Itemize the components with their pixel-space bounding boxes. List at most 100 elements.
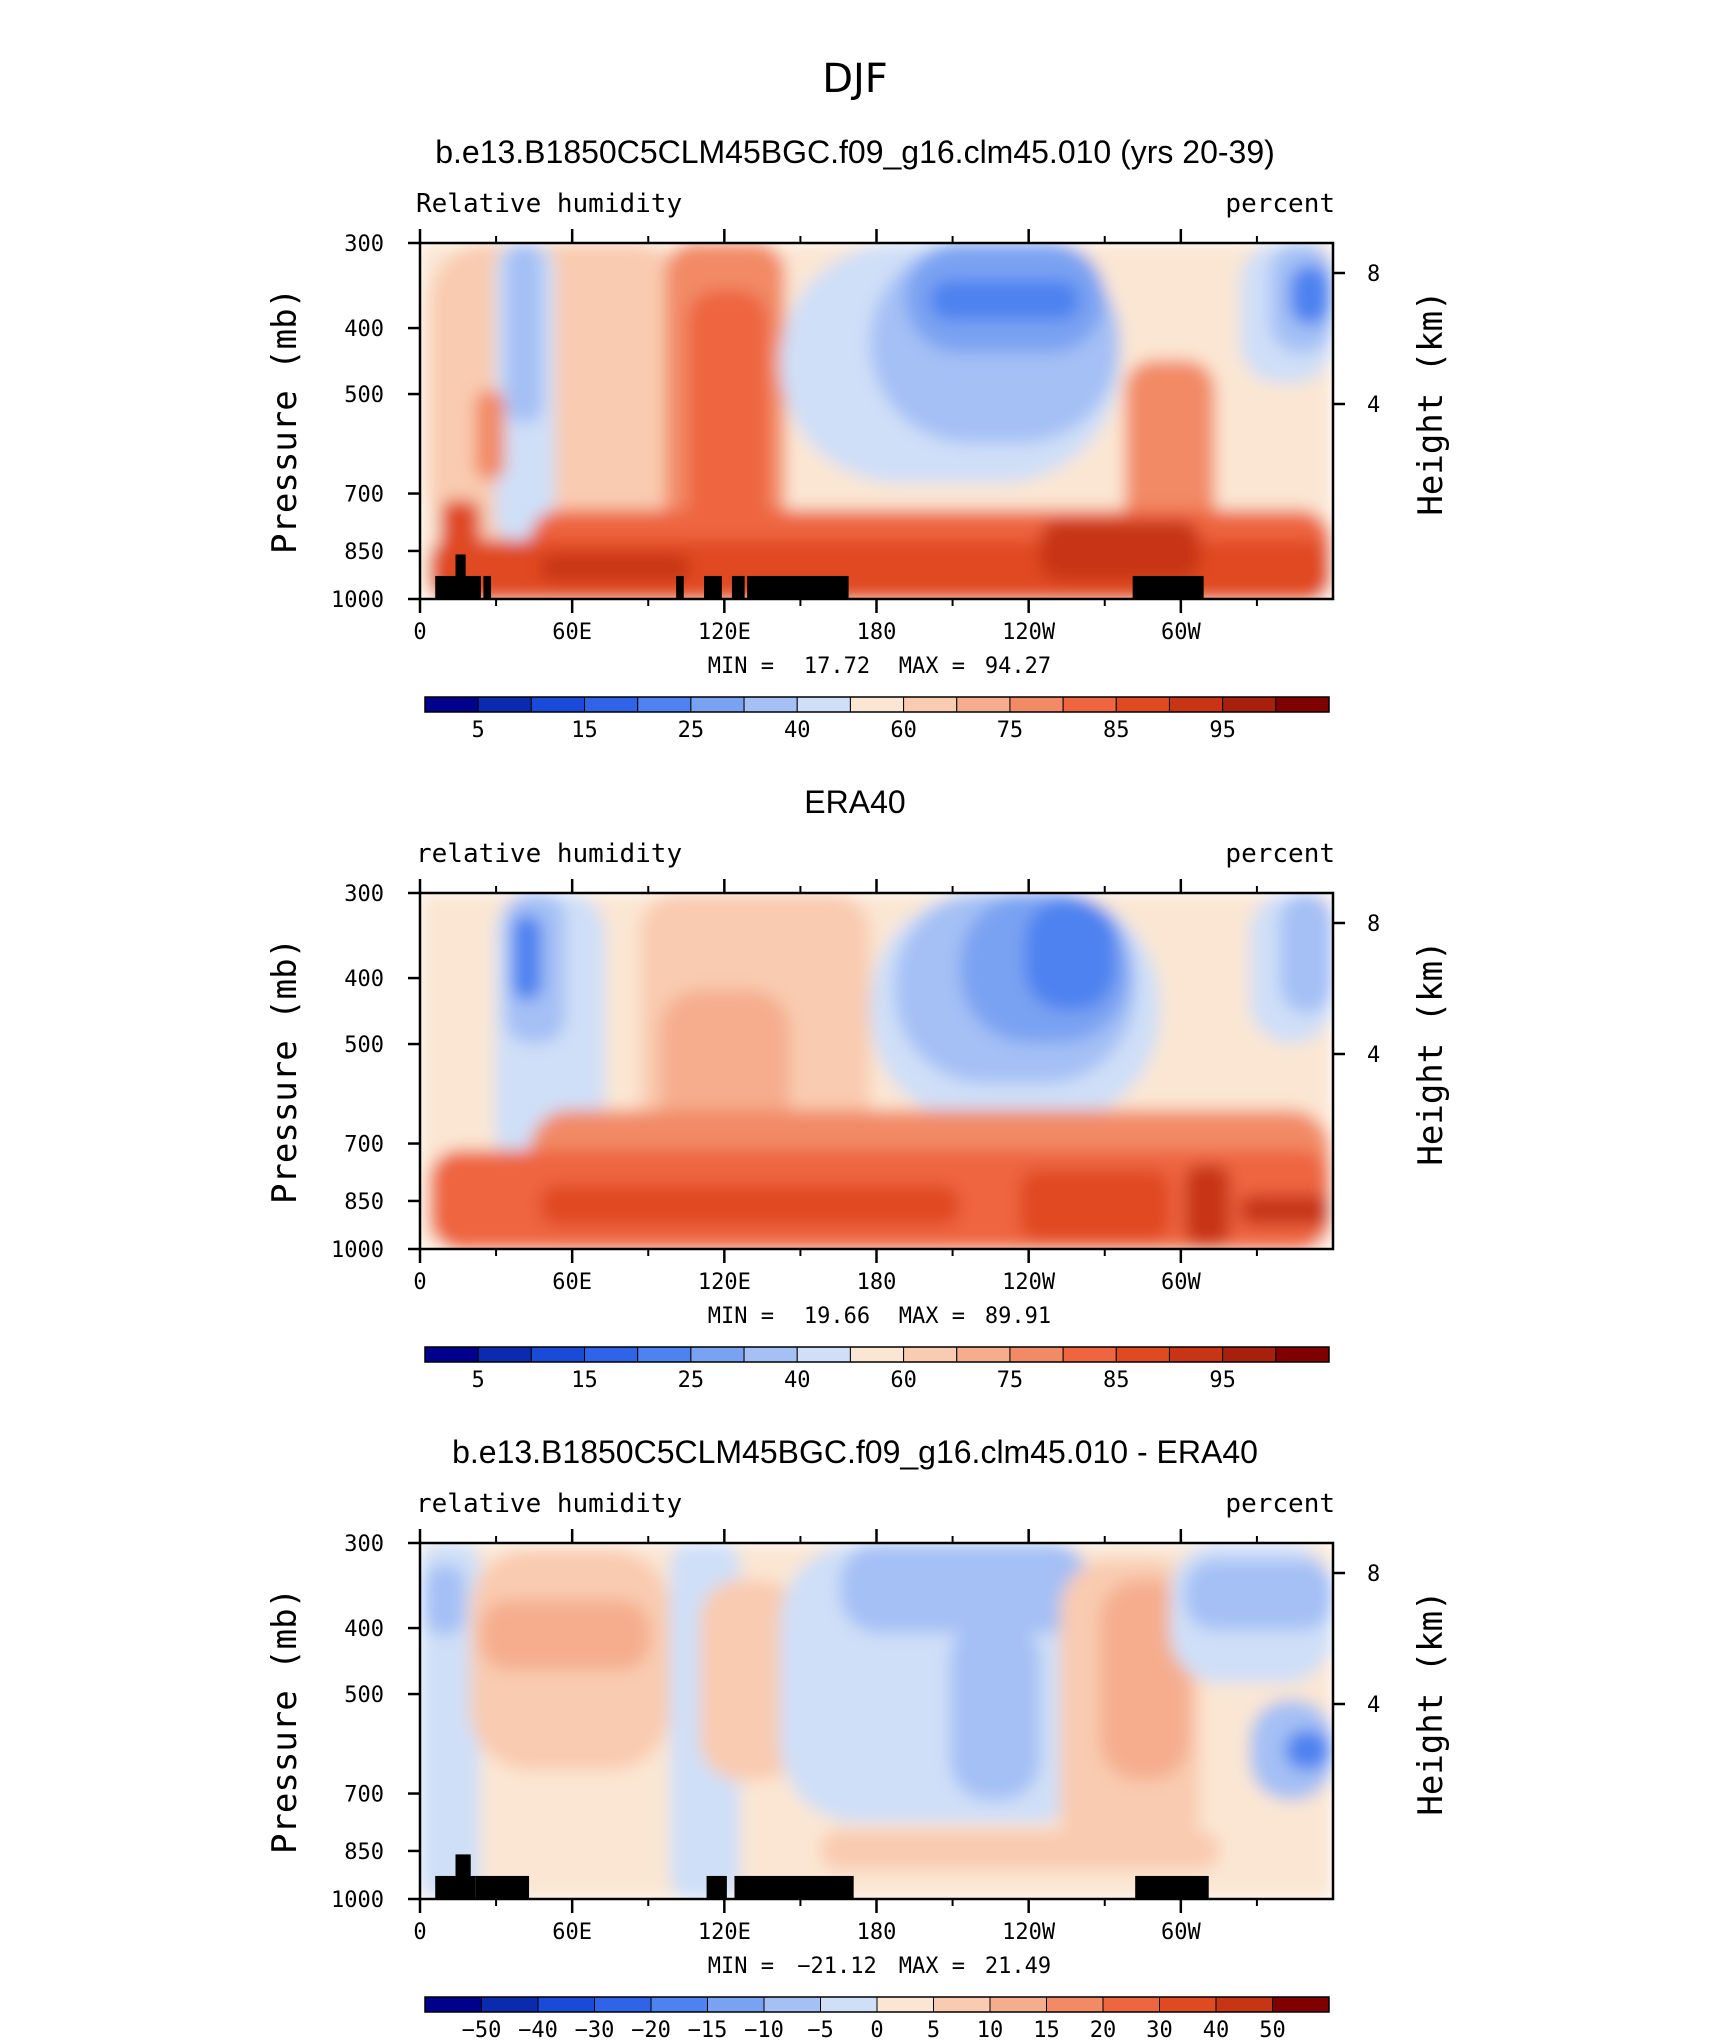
y-tick-label: 500 <box>344 383 384 408</box>
colorbar-label: −40 <box>518 2018 558 2038</box>
colorbar-swatch <box>424 1346 479 1363</box>
colorbar-swatch <box>537 1996 595 2013</box>
y-tick-label: 400 <box>344 1617 384 1642</box>
colorbar-label: 10 <box>977 2018 1004 2038</box>
topography-mask <box>706 1875 727 1899</box>
y-tick-label: 1000 <box>331 1238 384 1263</box>
contour-shading <box>420 1543 1333 1899</box>
contour-field <box>420 1543 1333 1899</box>
x-tick-label: 60W <box>1161 620 1201 645</box>
colorbar-label: −30 <box>575 2018 615 2038</box>
colorbar: −50 −40 −30 −20 −15 −10 −5 0 5 10 15 20 30 40 50 <box>424 1996 1330 2042</box>
contour-region <box>840 1543 1090 1633</box>
units-label: percent <box>1225 839 1335 869</box>
colorbar-label: 15 <box>571 718 598 743</box>
x-tick-label: 60E <box>552 1920 592 1945</box>
y-tick-label: 700 <box>344 483 384 508</box>
colorbar-label: 5 <box>927 2018 940 2038</box>
colorbar-swatch <box>903 696 958 713</box>
topography-mask <box>704 575 722 599</box>
colorbar-swatch <box>707 1996 765 2013</box>
colorbar-swatch <box>477 696 532 713</box>
colorbar-swatch <box>989 1996 1047 2013</box>
chart-panel-1: b.e13.B1850C5CLM45BGC.f09_g16.clm45.010 … <box>265 134 1451 743</box>
contour-field <box>420 243 1333 599</box>
field-label: Relative humidity <box>416 189 682 219</box>
colorbar-swatch <box>796 1346 851 1363</box>
colorbar-swatch <box>956 696 1011 713</box>
x-tick-label: 60W <box>1161 1920 1201 1945</box>
topography-mask <box>483 575 492 599</box>
min-label: MIN = <box>708 1304 774 1329</box>
colorbar-label: 50 <box>1259 2018 1286 2038</box>
topography-mask <box>734 1875 854 1899</box>
colorbar-label: 0 <box>870 2018 883 2038</box>
x-tick-label: 120W <box>1002 620 1056 645</box>
contour-shading <box>420 893 1333 1249</box>
contour-region <box>1285 1730 1330 1770</box>
contour-region <box>1020 1170 1170 1240</box>
topography-mask <box>455 554 466 578</box>
colorbar-swatch <box>763 1996 821 2013</box>
chart-panel-2: ERA40 relative humidity percent 0 60E 120E 180… <box>265 784 1451 1393</box>
max-value: 21.49 <box>985 1954 1051 1979</box>
x-tick-label: 60W <box>1161 1270 1201 1295</box>
colorbar-swatch <box>849 1346 905 1363</box>
y-tick-label: 300 <box>344 882 384 907</box>
y-tick-label: 700 <box>344 1783 384 1808</box>
contour-region <box>480 1600 650 1670</box>
y2-tick-label: 4 <box>1367 393 1380 418</box>
y-tick-label: 500 <box>344 1683 384 1708</box>
y-tick-label: 400 <box>344 967 384 992</box>
field-label: relative humidity <box>416 839 682 869</box>
colorbar-swatch <box>743 696 798 713</box>
colorbar-label: 95 <box>1209 718 1236 743</box>
y-tick-label: 400 <box>344 317 384 342</box>
colorbar-swatch <box>820 1996 878 2013</box>
y2-tick-label: 4 <box>1367 1043 1380 1068</box>
colorbar-swatch <box>584 696 639 713</box>
contour-region <box>1100 1580 1190 1780</box>
colorbar-label: −20 <box>631 2018 671 2038</box>
contour-region <box>1280 893 1333 1013</box>
colorbar-swatch <box>1009 696 1064 713</box>
contour-region <box>505 243 543 423</box>
colorbar-swatch <box>903 1346 958 1363</box>
colorbar-label: 95 <box>1209 1368 1236 1393</box>
colorbar-swatch <box>933 1996 991 2013</box>
colorbar-label: 85 <box>1103 718 1130 743</box>
y-tick-label: 300 <box>344 1532 384 1557</box>
topography-mask <box>455 575 481 599</box>
x-tick-label: 0 <box>413 1920 426 1945</box>
colorbar-swatch <box>1275 1346 1330 1363</box>
contour-region <box>1290 265 1330 325</box>
colorbar-swatch <box>1215 1996 1273 2013</box>
x-tick-label: 60E <box>552 620 592 645</box>
x-tick-label: 0 <box>413 620 426 645</box>
contour-region <box>475 390 505 480</box>
colorbar-swatch <box>424 696 479 713</box>
min-value: 17.72 <box>804 654 870 679</box>
colorbar-swatch <box>637 696 692 713</box>
colorbar-swatch <box>1168 1346 1224 1363</box>
contour-region <box>930 280 1080 320</box>
colorbar-swatch <box>956 1346 1011 1363</box>
colorbar-swatch <box>1102 1996 1160 2013</box>
colorbar-swatch <box>1115 696 1170 713</box>
colorbar-swatch <box>1046 1996 1104 2013</box>
colorbar-label: 25 <box>678 1368 705 1393</box>
colorbar-swatch <box>690 696 745 713</box>
colorbar-swatch <box>1272 1996 1330 2013</box>
min-value: 19.66 <box>804 1304 870 1329</box>
contour-region <box>1185 1560 1333 1630</box>
x-tick-label: 180 <box>857 1920 897 1945</box>
colorbar-swatch <box>1009 1346 1064 1363</box>
colorbar-label: 30 <box>1146 2018 1173 2038</box>
panel-title: ERA40 <box>804 784 905 820</box>
colorbar-swatch <box>1222 696 1277 713</box>
y2-axis-title: Height (km) <box>1411 1590 1451 1815</box>
colorbar-swatch <box>481 1996 539 2013</box>
y-tick-label: 1000 <box>331 1888 384 1913</box>
colorbar-label: 15 <box>571 1368 598 1393</box>
field-label: relative humidity <box>416 1489 682 1519</box>
